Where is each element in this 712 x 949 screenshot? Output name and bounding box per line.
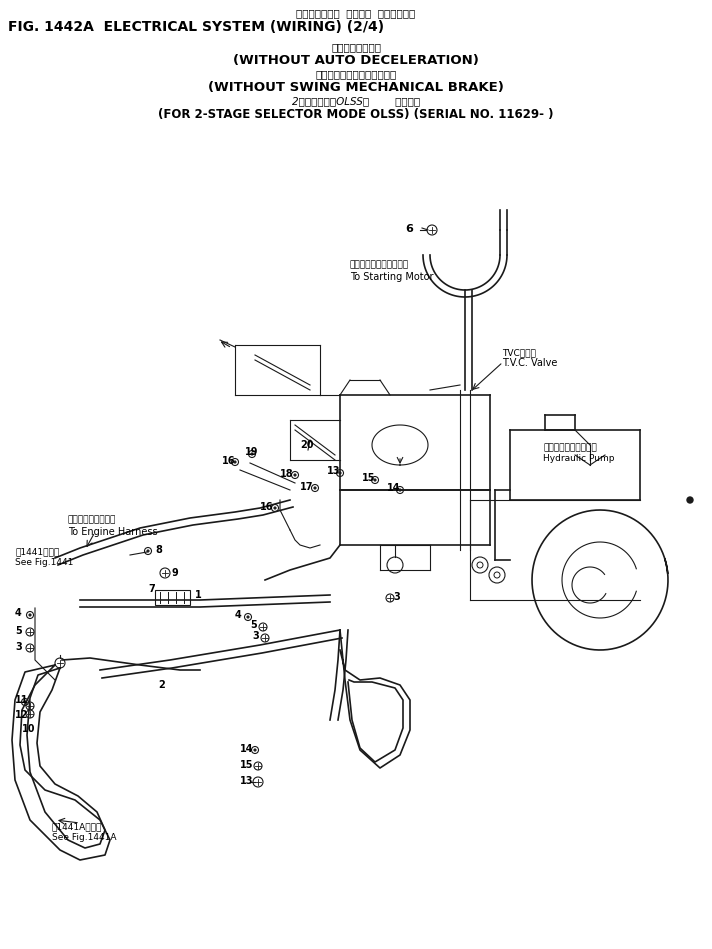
Text: 19: 19 bbox=[245, 447, 258, 457]
Text: 5: 5 bbox=[250, 620, 257, 630]
Circle shape bbox=[274, 507, 276, 510]
Text: FIG. 1442A  ELECTRICAL SYSTEM (WIRING) (2/4): FIG. 1442A ELECTRICAL SYSTEM (WIRING) (2… bbox=[8, 20, 384, 34]
Circle shape bbox=[147, 549, 150, 552]
Text: See Fig.1441A: See Fig.1441A bbox=[52, 833, 117, 842]
Circle shape bbox=[247, 616, 249, 618]
Text: 12: 12 bbox=[15, 710, 28, 720]
Text: スターティングモータへ: スターティングモータへ bbox=[350, 260, 409, 269]
Text: To Engine Harness: To Engine Harness bbox=[68, 527, 157, 537]
Text: エレクトリカル  システム  ワイヤリング: エレクトリカル システム ワイヤリング bbox=[296, 8, 416, 18]
Text: 第1441図参照: 第1441図参照 bbox=[15, 547, 59, 556]
Text: 20: 20 bbox=[300, 440, 313, 450]
Bar bbox=[155, 590, 190, 605]
Text: 7: 7 bbox=[148, 584, 155, 594]
Text: エンジンハーネスへ: エンジンハーネスへ bbox=[68, 515, 116, 524]
Text: T.V.C. Valve: T.V.C. Valve bbox=[502, 358, 557, 368]
Text: 3: 3 bbox=[252, 631, 258, 641]
Text: (FOR 2-STAGE SELECTOR MODE OLSS) (SERIAL NO. 11629- ): (FOR 2-STAGE SELECTOR MODE OLSS) (SERIAL… bbox=[158, 108, 554, 121]
Text: 14: 14 bbox=[240, 744, 253, 754]
Text: 4: 4 bbox=[15, 608, 22, 618]
Circle shape bbox=[339, 472, 341, 474]
Text: 4: 4 bbox=[235, 610, 242, 620]
Circle shape bbox=[253, 749, 256, 752]
Text: 第1441A図参照: 第1441A図参照 bbox=[52, 822, 103, 831]
Text: 8: 8 bbox=[155, 545, 162, 555]
Text: 16: 16 bbox=[222, 456, 236, 466]
Text: (WITHOUT AUTO DECELERATION): (WITHOUT AUTO DECELERATION) bbox=[233, 54, 479, 67]
Text: 13: 13 bbox=[240, 776, 253, 786]
Text: 5: 5 bbox=[15, 626, 22, 636]
Text: ハイドロリックポンプ: ハイドロリックポンプ bbox=[543, 443, 597, 452]
Text: 15: 15 bbox=[240, 760, 253, 770]
Text: 15: 15 bbox=[362, 473, 375, 483]
Text: 18: 18 bbox=[280, 469, 293, 479]
Text: 3: 3 bbox=[393, 592, 399, 602]
Text: 9: 9 bbox=[172, 568, 179, 578]
Text: オートデセルなし: オートデセルなし bbox=[331, 42, 381, 52]
Text: TVCバルブ: TVCバルブ bbox=[502, 348, 536, 357]
Circle shape bbox=[294, 474, 296, 476]
Text: 16: 16 bbox=[260, 502, 273, 512]
Circle shape bbox=[234, 461, 236, 463]
Text: (WITHOUT SWING MECHANICAL BRAKE): (WITHOUT SWING MECHANICAL BRAKE) bbox=[208, 81, 504, 94]
Text: 2段モード切換OLSS用        適用号機: 2段モード切換OLSS用 適用号機 bbox=[292, 96, 420, 106]
Circle shape bbox=[374, 479, 376, 481]
Text: 10: 10 bbox=[22, 724, 36, 734]
Text: 13: 13 bbox=[327, 466, 340, 476]
Text: To Starting Motor: To Starting Motor bbox=[350, 272, 434, 282]
Text: 1: 1 bbox=[195, 590, 201, 600]
Circle shape bbox=[23, 700, 26, 703]
Text: 旋回メカニカルブレーキなし: 旋回メカニカルブレーキなし bbox=[315, 69, 397, 79]
Circle shape bbox=[399, 489, 401, 492]
Text: 14: 14 bbox=[387, 483, 400, 493]
Text: 3: 3 bbox=[15, 642, 22, 652]
Circle shape bbox=[687, 497, 693, 503]
Text: 6: 6 bbox=[405, 224, 413, 234]
Circle shape bbox=[251, 453, 253, 456]
Text: 2: 2 bbox=[158, 680, 164, 690]
Text: 11: 11 bbox=[15, 695, 28, 705]
Circle shape bbox=[28, 614, 31, 616]
Circle shape bbox=[314, 487, 316, 489]
Text: Hydraulic Pump: Hydraulic Pump bbox=[543, 454, 614, 463]
Text: 17: 17 bbox=[300, 482, 313, 492]
Text: See Fig.1441: See Fig.1441 bbox=[15, 558, 73, 567]
